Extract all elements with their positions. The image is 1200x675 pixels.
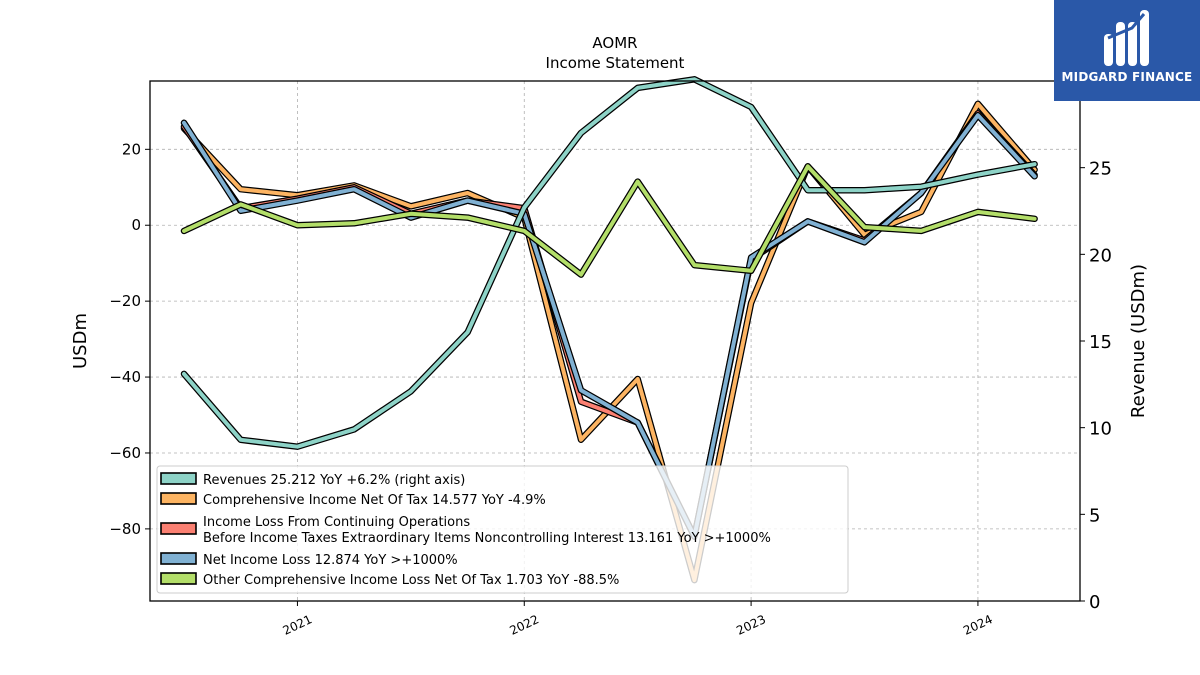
series-line	[182, 77, 1037, 449]
legend-label: Before Income Taxes Extraordinary Items …	[203, 531, 771, 546]
chart-title: AOMR	[592, 34, 637, 52]
y-tick-label: −40	[109, 368, 141, 386]
y-tick-label: −80	[109, 520, 141, 538]
brand-logo: MIDGARD FINANCE	[1054, 0, 1200, 101]
legend-swatch	[160, 492, 197, 505]
y2-tick-label: 15	[1089, 332, 1112, 353]
y-tick-label: 20	[122, 140, 141, 158]
legend-swatch	[160, 522, 197, 535]
legend-box	[156, 465, 849, 594]
y2-tick-label: 10	[1089, 419, 1112, 440]
series-lines	[180, 76, 1038, 584]
series-line	[182, 164, 1037, 277]
x-tick-label: 2024	[961, 612, 995, 638]
y-tick-label: 0	[131, 216, 141, 234]
x-tick-label: 2022	[507, 612, 541, 638]
y-tick-label: −20	[109, 292, 141, 310]
chart-subtitle: Income Statement	[546, 54, 685, 72]
series-line	[182, 113, 1037, 539]
legend-label: Income Loss From Continuing Operations	[203, 515, 470, 530]
legend-swatch	[160, 552, 197, 565]
y-axis-label: USDm	[70, 313, 91, 369]
y-tick-label: −60	[109, 444, 141, 462]
y2-axis-label: Revenue (USDm)	[1128, 264, 1149, 418]
legend-swatch	[160, 472, 197, 485]
brand-name: MIDGARD FINANCE	[1061, 70, 1193, 84]
series-outline	[180, 76, 1038, 450]
legend-label: Comprehensive Income Net Of Tax 14.577 Y…	[203, 493, 546, 508]
x-tick-label: 2021	[281, 612, 315, 638]
legend: Revenues 25.212 YoY +6.2% (right axis) Co…	[156, 465, 849, 594]
y2-tick-label: 25	[1089, 159, 1112, 180]
legend-label: Revenues 25.212 YoY +6.2% (right axis)	[203, 473, 465, 488]
legend-label: Net Income Loss 12.874 YoY >+1000%	[203, 553, 458, 568]
y2-tick-label: 0	[1089, 592, 1100, 613]
y2-tick-label: 20	[1089, 245, 1112, 266]
grid	[150, 81, 1080, 601]
x-tick-label: 2023	[734, 612, 768, 638]
legend-swatch	[160, 572, 197, 585]
midgard-logo-icon	[1104, 10, 1149, 66]
legend-label: Other Comprehensive Income Loss Net Of T…	[203, 573, 619, 588]
y2-tick-label: 5	[1089, 505, 1100, 526]
